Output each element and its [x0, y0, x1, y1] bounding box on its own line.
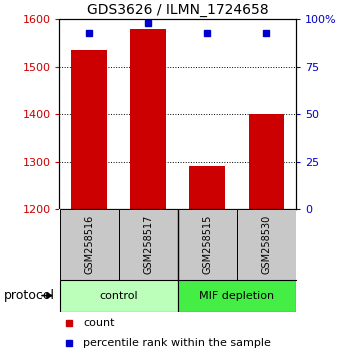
Text: GSM258517: GSM258517 — [143, 215, 153, 274]
Bar — [119, 209, 177, 280]
Bar — [237, 209, 296, 280]
Text: percentile rank within the sample: percentile rank within the sample — [83, 338, 271, 348]
Text: protocol: protocol — [3, 289, 54, 302]
Text: count: count — [83, 318, 115, 329]
Text: GSM258515: GSM258515 — [202, 215, 212, 274]
Bar — [177, 280, 296, 312]
Bar — [59, 280, 177, 312]
Bar — [71, 50, 107, 209]
Bar — [189, 166, 225, 209]
Bar — [177, 209, 237, 280]
Title: GDS3626 / ILMN_1724658: GDS3626 / ILMN_1724658 — [87, 3, 269, 17]
Text: GSM258530: GSM258530 — [261, 215, 271, 274]
Text: control: control — [99, 291, 138, 301]
Text: MIF depletion: MIF depletion — [199, 291, 274, 301]
Bar — [130, 29, 166, 209]
Bar — [249, 114, 284, 209]
Text: GSM258516: GSM258516 — [84, 215, 94, 274]
Bar — [59, 209, 119, 280]
